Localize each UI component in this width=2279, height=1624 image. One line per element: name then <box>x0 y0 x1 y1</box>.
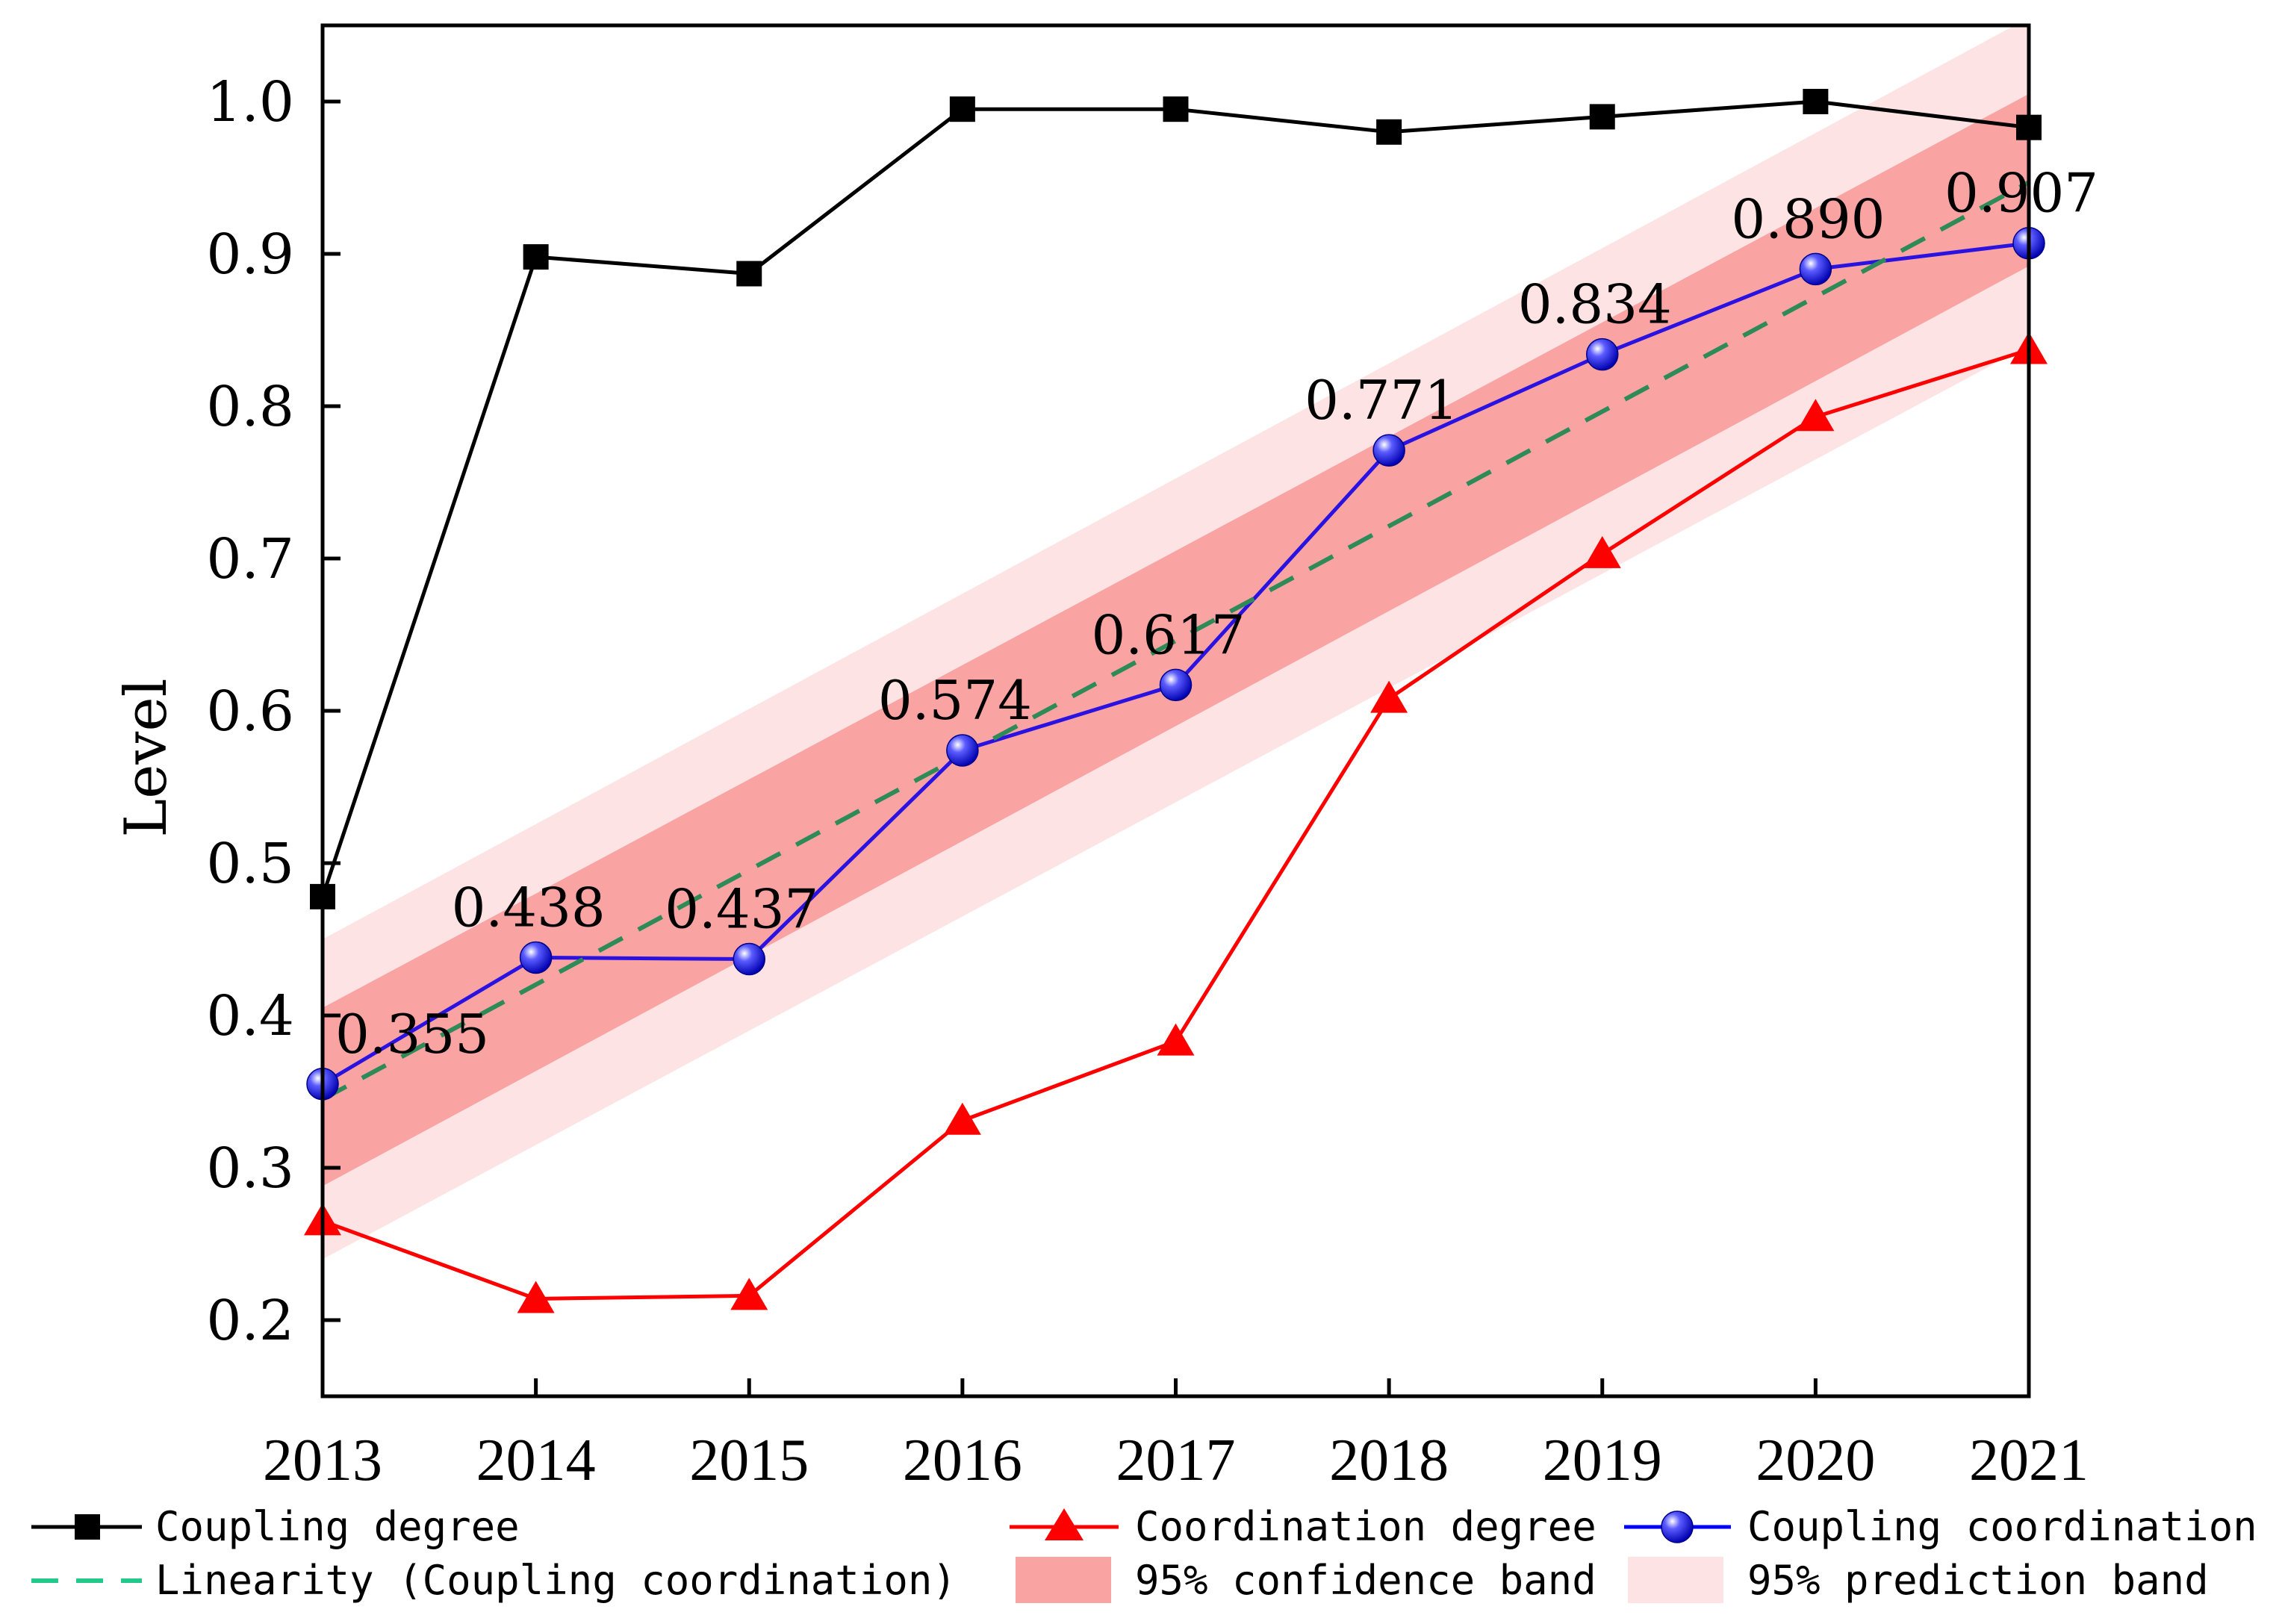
legend-label: Coupling coordination <box>1747 1503 2257 1550</box>
legend-swatch-confidence-band <box>1016 1557 1111 1603</box>
linear-fit-line <box>323 180 2029 1101</box>
coordination-degree-point <box>730 1278 768 1310</box>
coupling-degree-point <box>1803 89 1829 114</box>
x-tick-label: 2016 <box>903 1428 1022 1493</box>
coupling-degree-point <box>736 261 762 287</box>
x-tick-label: 2019 <box>1543 1428 1662 1493</box>
legend-label: Coupling degree <box>155 1503 520 1550</box>
axes-layer: 0.2 0.3 0.4 0.5 0.6 0.7 0.8 0.9 1.0 2013 2014 2015 2… <box>206 23 2089 1493</box>
coupling-coordination-point <box>946 734 979 767</box>
legend-swatch-prediction-band <box>1628 1557 1723 1603</box>
x-tick-label: 2015 <box>689 1428 809 1493</box>
y-tick-label: 0.5 <box>206 832 294 896</box>
coupling-coordination-point <box>1372 434 1405 467</box>
data-label: 0.574 <box>878 669 1032 732</box>
x-tick-label: 2014 <box>476 1428 596 1493</box>
coupling-coordination-point <box>1799 252 1832 286</box>
y-tick-label: 0.2 <box>206 1289 294 1353</box>
x-tick-label: 2018 <box>1329 1428 1449 1493</box>
coupling-degree-point <box>523 244 549 270</box>
legend-label: Coordination degree <box>1135 1503 1596 1550</box>
coupling-degree-point <box>1376 119 1402 145</box>
y-axis-title: Level <box>113 678 180 837</box>
coupling-coordination-point <box>733 942 765 976</box>
coordination-degree-point <box>1583 535 1621 568</box>
legend-label: 95% prediction band <box>1747 1557 2209 1604</box>
coupling-coordination-point <box>1586 337 1619 371</box>
y-tick-label: 0.7 <box>206 527 294 591</box>
data-label: 0.617 <box>1091 603 1245 666</box>
coordination-degree-point <box>517 1281 555 1313</box>
x-tick-label: 2020 <box>1756 1428 1875 1493</box>
coupling-degree-point <box>1163 96 1189 122</box>
coupling-coordination-point <box>519 941 553 974</box>
coordination-degree-point <box>1797 399 1835 432</box>
coupling-degree-point <box>1589 104 1615 130</box>
data-label: 0.890 <box>1731 187 1885 250</box>
legend-label: Linearity (Coupling coordination) <box>155 1557 957 1604</box>
data-labels-layer: 0.355 0.438 0.437 0.574 0.617 0.771 0.834 0.890… <box>335 162 2098 1065</box>
x-tick-label: 2013 <box>263 1428 382 1493</box>
coordination-degree-point <box>943 1102 981 1135</box>
data-label: 0.907 <box>1944 162 2098 225</box>
legend-swatch-coordination-marker <box>1045 1508 1083 1540</box>
y-tick-label: 0.9 <box>206 223 294 287</box>
data-label: 0.355 <box>335 1003 489 1065</box>
y-tick-label: 1.0 <box>206 70 294 134</box>
legend-swatch-coupling-coordination-marker <box>1661 1511 1694 1543</box>
coordination-degree-point <box>1370 680 1408 713</box>
y-tick-label: 0.6 <box>206 679 294 744</box>
y-tick-label: 0.3 <box>206 1136 294 1201</box>
x-tick-label: 2021 <box>1969 1428 2089 1493</box>
legend-swatch-coupling-degree-marker <box>75 1514 100 1540</box>
coordination-degree-point <box>1157 1023 1195 1056</box>
coupling-coordination-point <box>1159 668 1193 702</box>
legend: Coupling degree Coordination degree Coupli… <box>31 1503 2257 1604</box>
data-label: 0.437 <box>665 878 818 941</box>
y-tick-label: 0.4 <box>206 984 294 1048</box>
coupling-degree-point <box>949 96 975 122</box>
y-tick-label: 0.8 <box>206 375 294 439</box>
x-tick-label: 2017 <box>1116 1428 1236 1493</box>
legend-label: 95% confidence band <box>1135 1557 1596 1604</box>
data-label: 0.834 <box>1518 273 1672 336</box>
data-label: 0.438 <box>452 876 606 939</box>
data-label: 0.771 <box>1305 369 1458 432</box>
